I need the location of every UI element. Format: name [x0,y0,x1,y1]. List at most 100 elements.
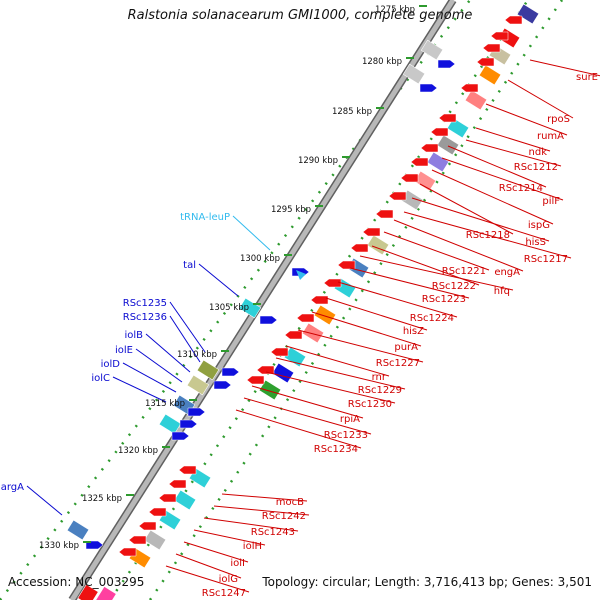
forward-gene-arrow [179,419,198,429]
reverse-gene-label: RSc1229 [358,385,402,396]
tick-label: 1310 kbp [177,350,217,360]
kbp-ticks [83,5,427,543]
forward-gene-label: tal [183,260,196,271]
leader-line [275,357,406,390]
tick-label: 1280 kbp [362,57,402,67]
forward-gene-block [402,63,426,85]
leader-line [193,529,266,546]
reverse-gene-label: engA [494,267,520,278]
reverse-gene-block [95,586,117,600]
reverse-gene-label: iolI [230,558,245,569]
genome-summary-text: Topology: circular; Length: 3,716,413 bp… [262,575,592,589]
reverse-gene-label: rnr [372,372,387,383]
reverse-gene-label: iolG [219,574,238,585]
reverse-gene-block [464,89,488,111]
reverse-gene-label: rumA [537,131,564,142]
leader-line [507,79,574,119]
leader-line [135,348,183,383]
reverse-gene-arrow [178,465,197,475]
leader-line [349,267,470,299]
leader-line [447,145,547,188]
leader-line [169,315,201,363]
reverse-gene-label: RSc1221 [442,266,486,277]
reverse-gene-arrow [148,507,167,517]
reverse-gene-arrow [158,493,177,503]
reverse-gene-arrow [400,173,419,183]
forward-gene-arrow [221,367,240,377]
reverse-gene-block [313,304,337,326]
reverse-gene-arrow [430,127,449,137]
forward-gene-block [196,359,220,381]
reverse-gene-label: iolH [243,541,262,552]
reverse-gene-arrow [337,260,356,270]
leader-line [465,139,562,167]
reverse-gene-arrow [270,347,289,357]
forward-gene-label: RSc1235 [123,298,167,309]
reverse-gene-label: RSc1214 [499,183,543,194]
forward-gene-block [66,519,90,541]
reverse-gene-arrow [504,15,523,25]
leader-line [325,297,428,331]
forward-gene-arrow [213,380,232,390]
leader-line [383,231,490,271]
leader-line [183,541,249,563]
reverse-gene-label: RSc1218 [466,230,510,241]
tick-label: 1320 kbp [118,446,158,456]
forward-gene-arrow [437,59,456,69]
leader-line [112,376,167,403]
backbone-line [69,0,456,600]
reverse-gene-label: RSc1230 [348,399,392,410]
reverse-gene-arrow [118,547,137,557]
reverse-gene-arrow [168,479,187,489]
forward-gene-label: iolC [91,373,110,384]
trna-marker [296,270,306,280]
reverse-gene-block [258,379,282,401]
leader-line [265,371,396,404]
leader-line [221,493,308,502]
reverse-gene-label: pilF [542,196,560,207]
reverse-gene-label: RSc1242 [262,511,306,522]
forward-gene-arrow [259,315,278,325]
leader-line [165,565,250,593]
reverse-gene-arrow [375,209,394,219]
leader-line [198,263,239,297]
forward-gene-block [420,39,444,61]
leader-line [251,385,364,419]
leader-line [475,127,551,152]
reverse-gene-block [366,234,390,256]
leader-line [297,329,424,363]
reverse-gene-label: mocB [276,497,304,508]
leader-line [393,219,524,272]
reverse-gene-label: RSc1243 [251,527,295,538]
leader-line [441,157,564,201]
reverse-gene-arrow [410,157,429,167]
reverse-gene-label: purA [394,342,418,353]
reverse-gene-label: RSc1227 [376,358,420,369]
reverse-gene-arrow [460,83,479,93]
reverse-gene-label: rpiA [340,414,360,425]
reverse-gene-label: rpoS [547,114,570,125]
leader-line [169,301,206,353]
tick-label: 1275 kbp [375,5,415,15]
reverse-gene-block [478,64,502,86]
leader-line [232,215,271,251]
tick-label: 1290 kbp [298,156,338,166]
reverse-gene-label: RSc1224 [410,313,454,324]
reverse-gene-block [77,584,99,600]
reverse-gene-arrow [350,243,369,253]
reverse-gene-label: ndk [529,147,548,158]
reverse-gene-block [516,3,540,25]
leader-line [243,397,372,435]
genome-backbone [68,0,457,600]
reverse-gene-block [301,322,325,344]
forward-gene-label: iolE [115,345,133,356]
forward-gene-label: tRNA-leuP [180,212,230,223]
reverse-gene-arrow [256,365,275,375]
reverse-gene-block [173,489,197,511]
reverse-gene-arrow [420,143,439,153]
reverse-gene-arrow [388,191,407,201]
reverse-gene-arrow [128,535,147,545]
forward-gene-arrow [419,83,438,93]
forward-gene-arrow [171,431,190,441]
